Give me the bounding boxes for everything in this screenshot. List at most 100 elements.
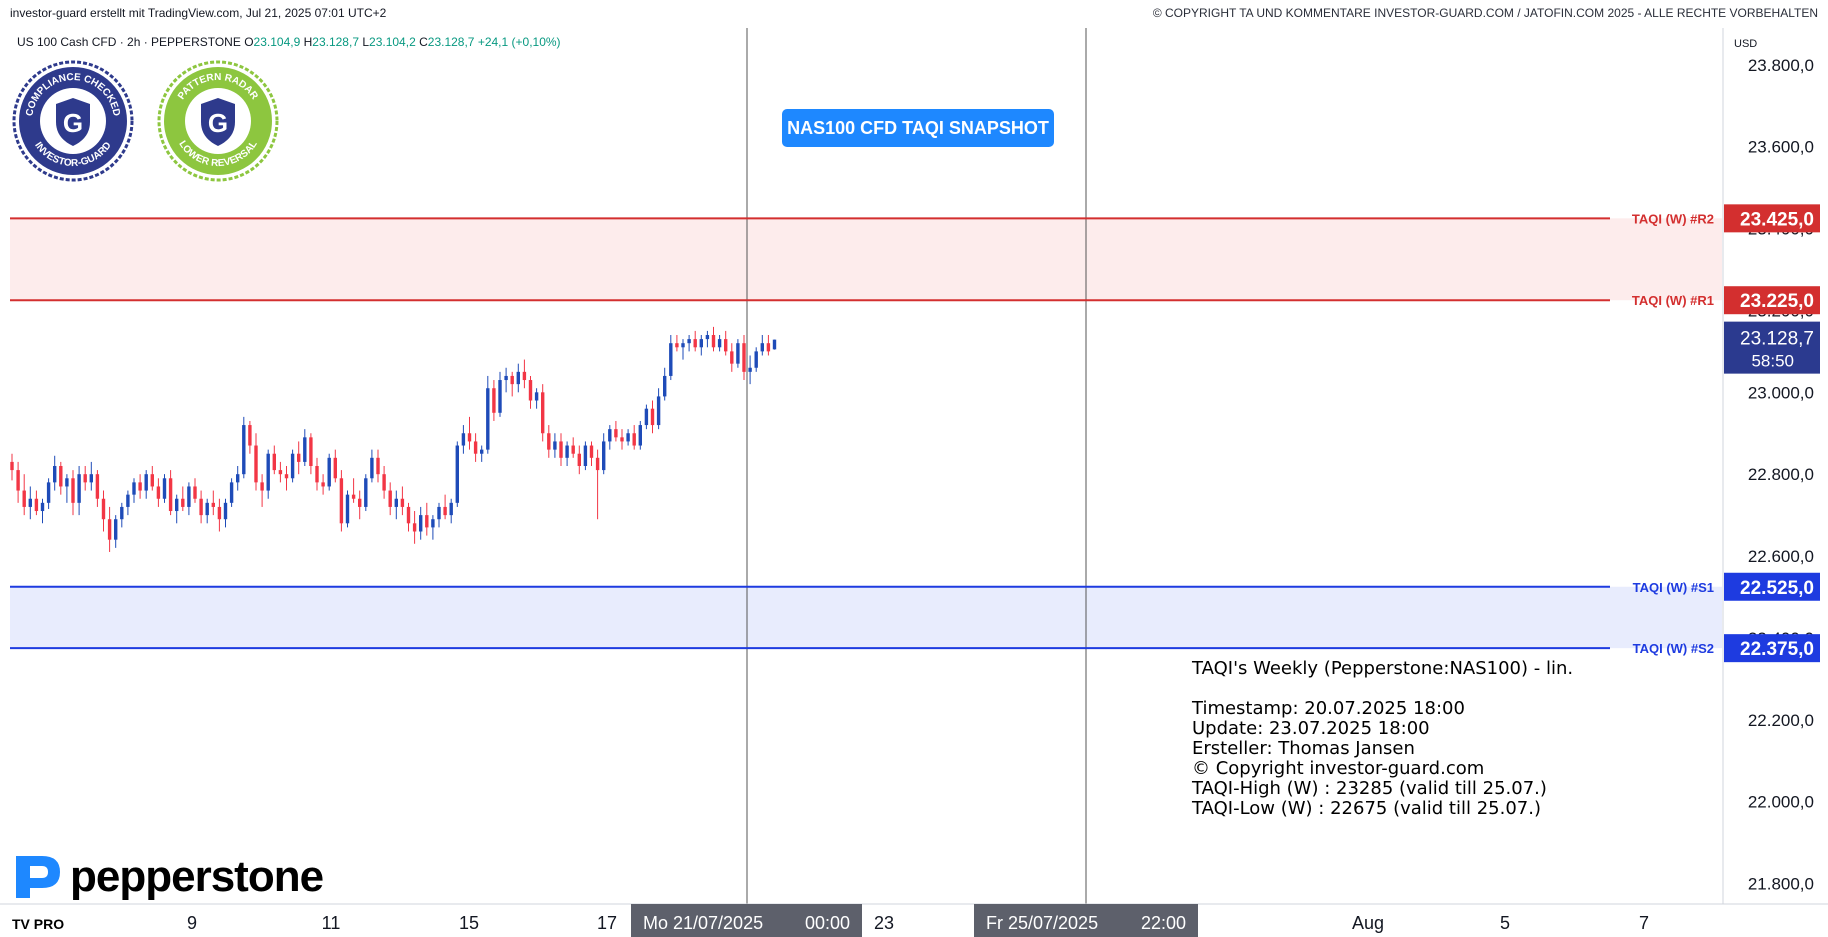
candle-body bbox=[492, 388, 496, 413]
candle-body bbox=[22, 490, 26, 507]
candle-body bbox=[528, 380, 533, 401]
candle-body bbox=[650, 408, 655, 426]
candle-body bbox=[46, 482, 51, 503]
candle-body bbox=[59, 466, 63, 487]
time-tick-label: 5 bbox=[1500, 913, 1510, 933]
pepperstone-wordmark: pepperstone bbox=[70, 852, 324, 901]
time-tick-label: 11 bbox=[322, 913, 341, 933]
candle-body bbox=[260, 482, 264, 491]
candle-body bbox=[565, 445, 569, 458]
candle-body bbox=[522, 371, 527, 381]
last-price-label: 23.128,7 bbox=[1740, 329, 1814, 350]
candle-body bbox=[16, 470, 20, 491]
candle-body bbox=[498, 380, 502, 413]
candle-body bbox=[205, 502, 209, 516]
candle-body bbox=[406, 506, 411, 524]
candle-body bbox=[675, 343, 679, 348]
price-tick-label: 22.800,0 bbox=[1748, 465, 1814, 484]
candle-body bbox=[693, 339, 697, 348]
candle-body bbox=[168, 478, 173, 512]
candle-body bbox=[541, 392, 545, 434]
candle-body bbox=[486, 388, 490, 450]
pepperstone-icon bbox=[16, 856, 60, 898]
candle-body bbox=[34, 498, 39, 512]
candle-body bbox=[217, 506, 222, 520]
candle-body bbox=[333, 457, 337, 479]
candle-body bbox=[534, 392, 539, 401]
legend-low: 23.104,2 bbox=[369, 35, 416, 49]
candle-body bbox=[412, 523, 417, 532]
candle-body bbox=[516, 371, 520, 385]
time-highlight-date: Fr 25/07/2025 bbox=[986, 913, 1098, 933]
candle-body bbox=[162, 478, 167, 499]
symbol-legend[interactable]: US 100 Cash CFD · 2h · PEPPERSTONE O23.1… bbox=[17, 35, 561, 49]
level-price-label: 22.525,0 bbox=[1740, 578, 1814, 599]
candle-body bbox=[705, 335, 710, 340]
candle-body bbox=[681, 343, 685, 348]
candle-body bbox=[107, 519, 112, 540]
candle-body bbox=[370, 457, 374, 479]
legend-low-label: L bbox=[362, 35, 370, 49]
time-axis[interactable]: 9 11 15 17 23 Aug 5 7 Mo 21/07/2025 00:00 Fr 25/07… bbox=[0, 903, 1828, 937]
candle-body bbox=[193, 486, 197, 499]
candle-body bbox=[711, 335, 716, 348]
candle-body bbox=[553, 441, 557, 450]
candle-body bbox=[248, 425, 252, 446]
candle-body bbox=[742, 343, 746, 372]
price-tick-label: 23.000,0 bbox=[1748, 383, 1814, 402]
candle-body bbox=[211, 502, 215, 507]
candle-body bbox=[89, 474, 93, 483]
price-tick-label: 22.600,0 bbox=[1748, 547, 1814, 566]
candle-body bbox=[297, 453, 301, 462]
candle-body bbox=[425, 515, 429, 528]
level-price-label-bg bbox=[1724, 572, 1820, 601]
support-zone bbox=[10, 586, 1722, 649]
level-price-label: 23.225,0 bbox=[1740, 291, 1814, 312]
candle-body bbox=[699, 339, 703, 348]
taqi-info-box: TAQI's Weekly (Pepperstone:NAS100) - lin… bbox=[1192, 658, 1574, 819]
candle-body bbox=[547, 433, 551, 450]
time-highlight-date: Mo 21/07/2025 bbox=[643, 913, 763, 933]
candle-body bbox=[620, 437, 624, 442]
candle-body bbox=[77, 474, 81, 503]
svg-text:G: G bbox=[63, 108, 83, 138]
candle-body bbox=[229, 482, 234, 503]
candle-body bbox=[358, 498, 362, 507]
candle-body bbox=[595, 457, 600, 471]
price-axis[interactable]: 23.800,023.600,023.400,023.200,023.000,0… bbox=[1722, 28, 1820, 904]
legend-high-label: H bbox=[303, 35, 313, 49]
legend-open: 23.104,9 bbox=[253, 35, 301, 49]
legend-symbol: US 100 Cash CFD · 2h · PEPPERSTONE bbox=[17, 35, 241, 49]
price-tick-label: 23.800,0 bbox=[1748, 56, 1814, 75]
candle-body bbox=[388, 490, 392, 507]
candle-body bbox=[345, 494, 350, 524]
candle-body bbox=[717, 339, 722, 348]
candle-body bbox=[626, 433, 630, 442]
taqi-levels: TAQI (W) #R2 TAQI (W) #R1 TAQI (W) #S1 TAQI… bbox=[10, 211, 1714, 656]
candle-body bbox=[589, 445, 594, 458]
candle-body bbox=[126, 494, 130, 507]
tradingview-logo: TV PRO bbox=[12, 916, 65, 932]
time-tick-label: 15 bbox=[459, 913, 479, 933]
candle-body bbox=[760, 343, 764, 352]
candle-body bbox=[632, 433, 636, 446]
candle-body bbox=[315, 466, 319, 483]
resistance-zone bbox=[10, 218, 1722, 301]
candle-body bbox=[95, 474, 100, 499]
candle-body bbox=[138, 482, 142, 491]
candle-body bbox=[687, 339, 691, 344]
candle-body bbox=[614, 429, 618, 438]
candle-body bbox=[266, 453, 270, 491]
candle-body bbox=[290, 453, 295, 479]
candle-body bbox=[663, 375, 667, 397]
candle-body bbox=[309, 437, 313, 466]
level-price-label-bg bbox=[1724, 286, 1820, 315]
candle-body bbox=[83, 474, 87, 483]
candles bbox=[10, 326, 777, 552]
candle-body bbox=[199, 498, 203, 516]
candle-body bbox=[65, 478, 69, 487]
candle-body bbox=[120, 506, 124, 520]
candle-body bbox=[339, 478, 344, 524]
svg-text:G: G bbox=[208, 108, 228, 138]
